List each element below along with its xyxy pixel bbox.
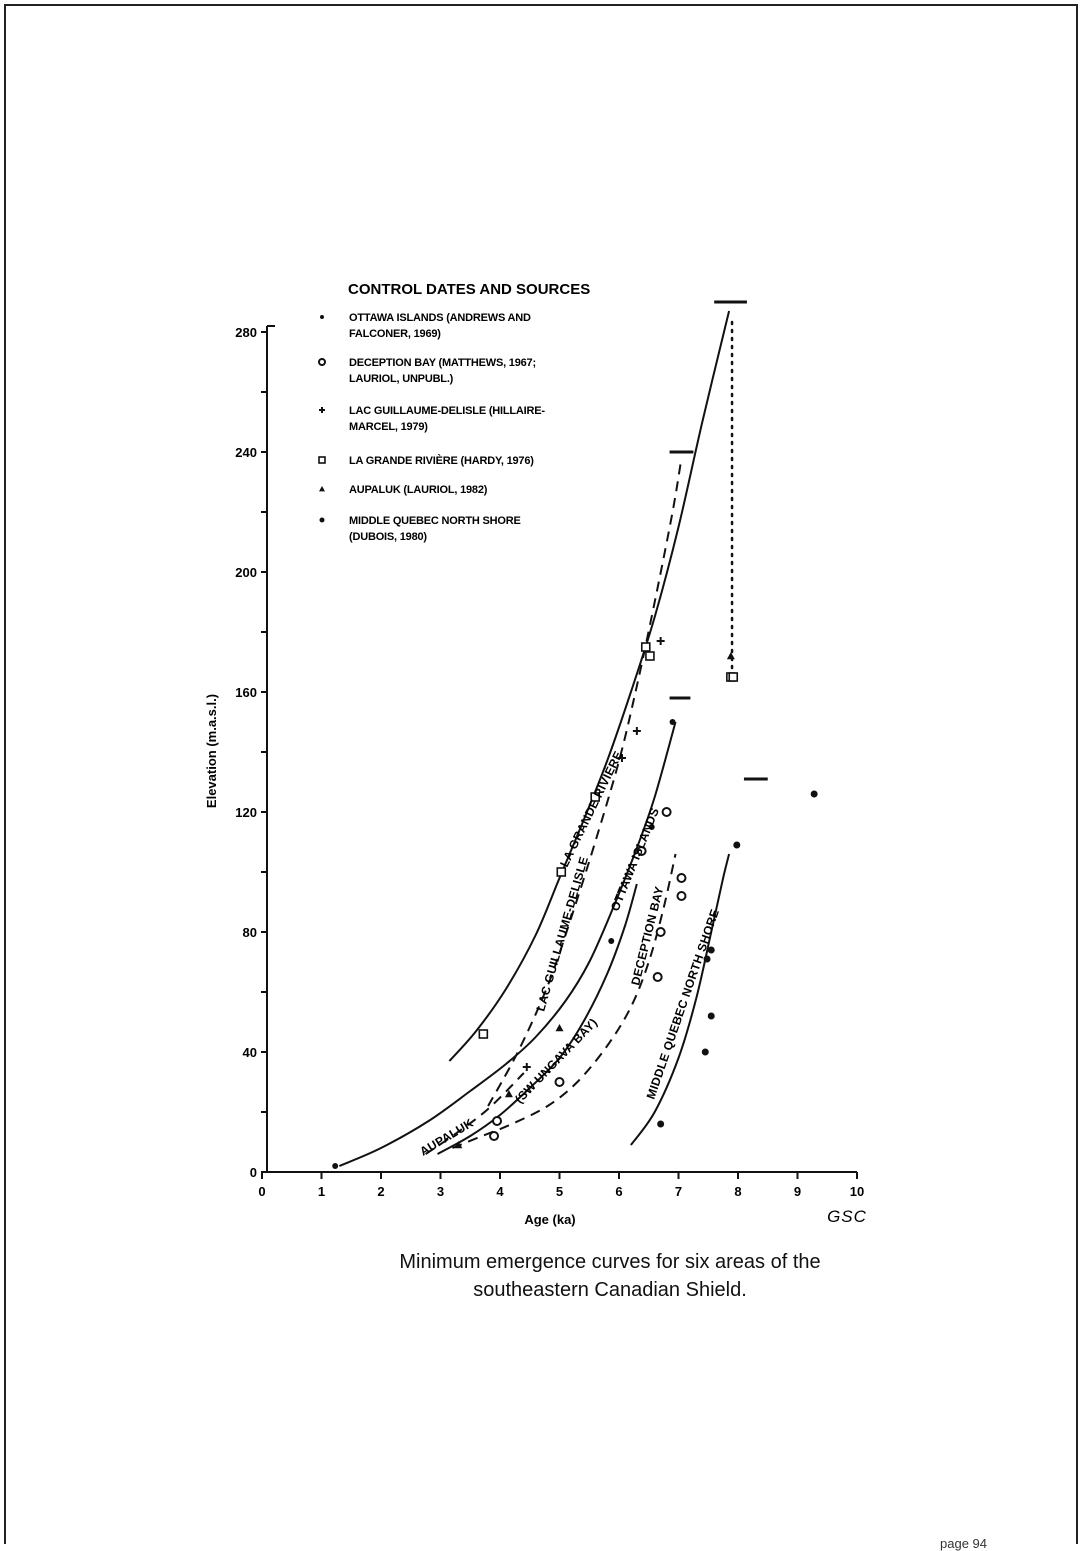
curve-deception-bay (452, 853, 677, 1149)
legend-entry-1-line1: DECEPTION BAY (MATTHEWS, 1967; (349, 357, 536, 369)
chart-axes: 0 1 2 3 4 5 6 7 8 9 10 0 40 80 120 160 200 240 280 Age (k… (204, 325, 867, 1227)
curves (338, 310, 731, 1167)
legend-entry-2-line2: MARCEL, 1979) (349, 421, 428, 433)
data-point-dot-17 (648, 824, 655, 830)
chart-legend: CONTROL DATES AND SOURCES OTTAWA ISLANDS… (318, 281, 590, 543)
x-tick-label-6: 6 (615, 1184, 622, 1199)
data-point-dot-large-19 (489, 1131, 500, 1141)
data-point-dot-large-25 (676, 891, 687, 901)
legend-entry-3-line1: LA GRANDE RIVIÈRE (HARDY, 1976) (349, 454, 534, 467)
y-tick-label-200: 200 (235, 565, 257, 580)
data-point-square-3 (640, 642, 651, 652)
y-tick-label-280: 280 (235, 325, 257, 340)
data-point-diamond-32 (703, 955, 711, 963)
data-point-diamond-31 (707, 946, 715, 954)
y-tick-label-160: 160 (235, 685, 257, 700)
curve-aupaluk-dashed-6 (425, 1072, 525, 1155)
data-point-dot-large-20 (492, 1116, 503, 1126)
legend-entry-5-line2: (DUBOIS, 1980) (349, 531, 427, 543)
data-point-diamond-33 (733, 841, 741, 849)
data-points (332, 637, 818, 1169)
legend-marker-square (318, 456, 326, 464)
data-point-square-0 (478, 1029, 489, 1039)
x-tick-label-7: 7 (675, 1184, 682, 1199)
x-tick-label-3: 3 (437, 1184, 444, 1199)
data-point-dot-large-23 (655, 927, 666, 937)
data-point-dot-large-21 (554, 1077, 565, 1087)
caption-line-2: southeastern Canadian Shield. (473, 1279, 747, 1301)
caption-line-1: Minimum emergence curves for six areas o… (399, 1251, 821, 1273)
data-point-dot-large-24 (636, 846, 647, 856)
legend-marker-dot-large (318, 358, 326, 366)
x-tick-label-2: 2 (377, 1184, 384, 1199)
data-point-square-1 (556, 867, 567, 877)
data-point-diamond-28 (657, 1120, 665, 1128)
x-tick-label-5: 5 (556, 1184, 563, 1199)
x-tick-label-10: 10 (850, 1184, 864, 1199)
data-point-dot-15 (332, 1163, 339, 1169)
y-tick-label-80: 80 (243, 925, 257, 940)
y-ticks: 0 40 80 120 160 200 240 280 (235, 325, 267, 1180)
legend-entries: OTTAWA ISLANDS (ANDREWS AND FALCONER, 196… (318, 312, 546, 543)
data-point-triangle-11 (726, 652, 735, 660)
curve-lac-guillaume-delisle (487, 457, 683, 1107)
curve-la-grande-riviere (448, 310, 731, 1062)
page-frame (4, 4, 1078, 1544)
data-point-dot-18 (669, 719, 676, 725)
x-axis-title: Age (ka) (524, 1212, 575, 1227)
legend-marker-triangle (319, 486, 325, 492)
data-point-cross-10 (522, 1063, 531, 1071)
data-point-triangle-13 (504, 1090, 513, 1098)
data-point-cross-7 (656, 637, 665, 645)
data-point-triangle-12 (555, 1024, 564, 1032)
legend-marker-cross (319, 407, 325, 413)
data-point-diamond-34 (810, 790, 818, 798)
x-tick-label-1: 1 (318, 1184, 325, 1199)
data-point-dot-large-27 (661, 807, 672, 817)
data-point-diamond-29 (701, 1048, 709, 1056)
label-la-grande-riviere: LA GRANDE RIVIÈRE (556, 748, 625, 869)
curve-ottawa-islands (338, 721, 677, 1167)
data-point-dot-large-26 (676, 873, 687, 883)
y-tick-label-120: 120 (235, 805, 257, 820)
legend-entry-0-line2: FALCONER, 1969) (349, 328, 441, 340)
legend-title: CONTROL DATES AND SOURCES (348, 281, 590, 298)
page-number: page 94 (940, 1536, 987, 1551)
data-point-square-2 (590, 792, 601, 802)
legend-marker-dot (320, 315, 324, 319)
legend-entry-1-line2: LAURIOL, UNPUBL.) (349, 373, 454, 385)
range-bars (669, 300, 768, 781)
legend-entry-4-line1: AUPALUK (LAURIOL, 1982) (349, 484, 488, 496)
gsc-mark: GSC (827, 1207, 867, 1226)
data-point-dot-large-22 (652, 972, 663, 982)
x-tick-label-4: 4 (496, 1184, 504, 1199)
y-tick-label-0: 0 (250, 1165, 257, 1180)
x-ticks: 0 1 2 3 4 5 6 7 8 9 10 (258, 1172, 864, 1199)
x-tick-label-9: 9 (794, 1184, 801, 1199)
x-tick-label-0: 0 (258, 1184, 265, 1199)
data-point-triangle-14 (454, 1141, 463, 1149)
y-axis-title: Elevation (m.a.s.l.) (204, 694, 219, 808)
label-sw-ungava-bay: (SW UNGAVA BAY) (512, 1015, 600, 1106)
legend-entry-2-line1: LAC GUILLAUME-DELISLE (HILLAIRE- (349, 405, 545, 417)
data-point-cross-9 (617, 754, 626, 762)
legend-entry-0-line1: OTTAWA ISLANDS (ANDREWS AND (349, 312, 531, 324)
label-lac-guillaume-delisle: LAC GUILLAUME-DELISLE (533, 855, 591, 1013)
legend-marker-diamond (319, 517, 325, 523)
data-point-cross-8 (632, 727, 641, 735)
data-point-square-4 (645, 651, 655, 661)
figure-caption: Minimum emergence curves for six areas o… (300, 1248, 920, 1304)
legend-entry-5-line1: MIDDLE QUEBEC NORTH SHORE (349, 515, 521, 527)
data-point-square-6 (728, 672, 739, 682)
y-tick-label-240: 240 (235, 445, 257, 460)
curve-aupaluk-sw-ungava-bay (437, 883, 638, 1155)
y-tick-label-40: 40 (243, 1045, 257, 1060)
data-point-dot-16 (608, 938, 615, 944)
x-tick-label-8: 8 (734, 1184, 741, 1199)
curve-middle-quebec-north-shore (630, 853, 731, 1146)
data-point-diamond-30 (707, 1012, 715, 1020)
